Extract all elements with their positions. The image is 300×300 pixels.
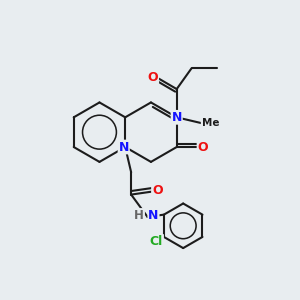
Text: N: N [148, 209, 159, 222]
Text: Cl: Cl [150, 235, 163, 248]
Text: N: N [118, 140, 129, 154]
Text: O: O [152, 184, 163, 196]
Text: Me: Me [202, 118, 219, 128]
Text: H: H [134, 209, 144, 222]
Text: O: O [197, 140, 208, 154]
Text: O: O [148, 71, 158, 84]
Text: N: N [172, 111, 182, 124]
